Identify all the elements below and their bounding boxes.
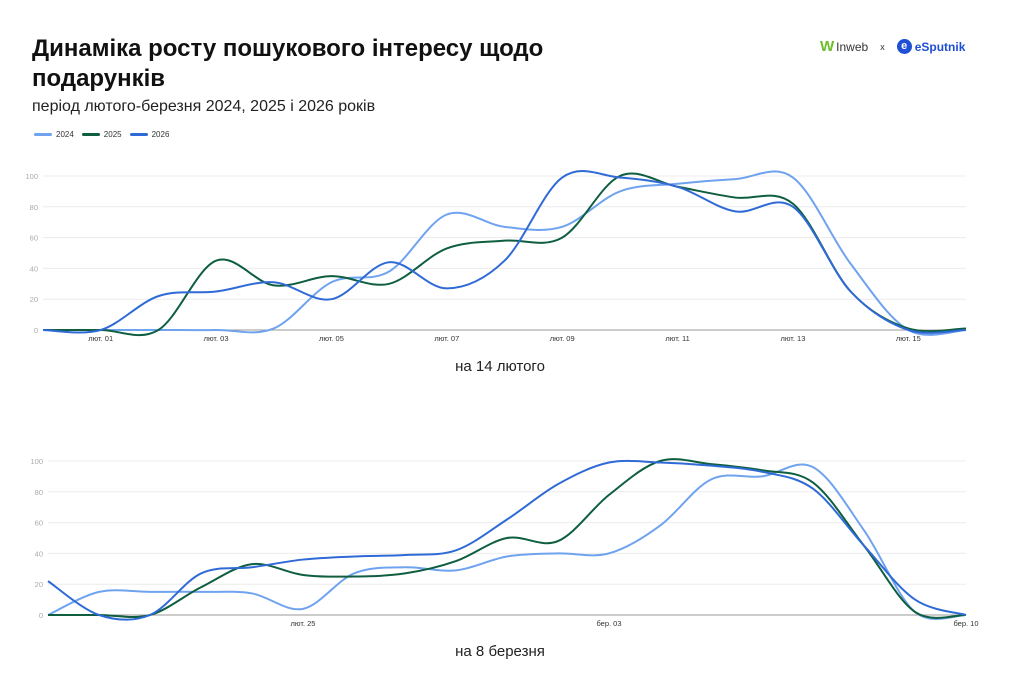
x-tick-label: лют. 25 (291, 619, 316, 628)
series-line-2025 (47, 458, 967, 619)
y-tick-label: 100 (30, 457, 43, 466)
y-tick-label: 100 (25, 172, 38, 181)
series-line-2024 (43, 170, 967, 336)
x-tick-label: лют. 03 (204, 334, 229, 343)
inweb-logo: W Inweb (820, 38, 869, 55)
legend-swatch (34, 133, 52, 136)
x-tick-label: лют. 15 (896, 334, 921, 343)
series-line-2024 (47, 463, 967, 620)
legend: 2024 2025 2026 (34, 130, 169, 139)
x-tick-label: лют. 11 (665, 334, 689, 343)
page-subtitle: період лютого-березня 2024, 2025 і 2026 … (32, 98, 376, 115)
y-tick-label: 0 (34, 326, 38, 335)
esputnik-icon: e (896, 39, 912, 54)
x-tick-label: лют. 05 (319, 334, 344, 343)
x-tick-label: лют. 01 (88, 334, 113, 343)
legend-item-2026: 2026 (129, 130, 169, 139)
chart1-caption: на 14 лютого (455, 358, 545, 375)
series-line-2026 (42, 170, 967, 334)
y-tick-label: 0 (39, 611, 43, 620)
y-tick-label: 60 (35, 519, 43, 528)
x-tick-label: лют. 07 (434, 334, 459, 343)
y-tick-label: 20 (30, 295, 38, 304)
esputnik-logo: e eSputnik (896, 39, 965, 54)
x-tick-label: лют. 13 (780, 334, 805, 343)
page-title: Динаміка росту пошукового інтересу щодо … (32, 35, 544, 92)
legend-swatch (129, 133, 148, 136)
y-tick-label: 80 (30, 203, 38, 212)
y-tick-label: 40 (35, 549, 43, 558)
y-tick-label: 80 (35, 488, 43, 497)
legend-item-2025: 2025 (81, 130, 122, 139)
logos: W Inweb x e eSputnik (820, 38, 965, 55)
series-line-2026 (47, 459, 967, 621)
chart2-caption: на 8 березня (455, 643, 545, 660)
legend-item-2024: 2024 (34, 130, 74, 139)
series-line-2025 (43, 172, 967, 337)
y-tick-label: 60 (30, 234, 38, 243)
y-tick-label: 20 (35, 580, 43, 589)
y-tick-label: 40 (30, 264, 38, 273)
x-tick-label: бер. 10 (953, 619, 978, 628)
legend-swatch (81, 133, 100, 136)
logo-separator: x (880, 41, 885, 52)
x-tick-label: бер. 03 (596, 619, 621, 628)
x-tick-label: лют. 09 (550, 334, 575, 343)
